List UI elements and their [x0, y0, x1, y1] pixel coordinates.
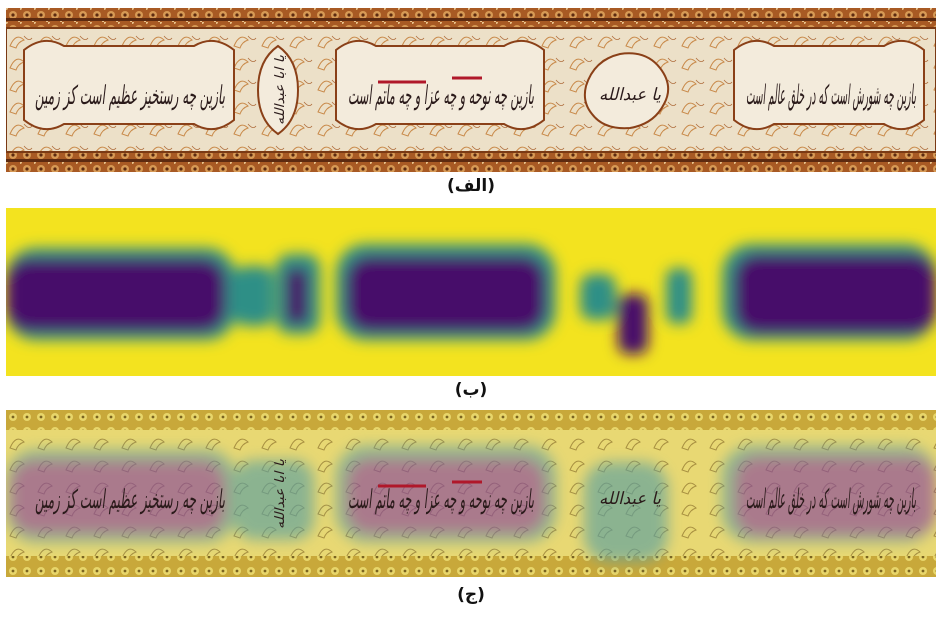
panel-original-banner: بازین چه شورش است که در خلق عالم است یا …	[6, 8, 936, 172]
cartouche-right: بازین چه شورش است که در خلق عالم است	[733, 39, 925, 131]
overlay-medallion-center: یا ابا عبدالله	[273, 459, 288, 529]
banner-text-center: بازین چه نوحه و چه عزا و چه ماتم است	[348, 81, 534, 111]
cartouche-left: بازین چه رستخیز عظیم است کز زمین	[23, 39, 235, 131]
overlay-image: بازین چه شورش است که در خلق عالم است باز…	[6, 410, 936, 577]
caption-c: (ج)	[457, 585, 485, 605]
panel-heatmap	[6, 208, 936, 376]
panel-overlay: بازین چه شورش است که در خلق عالم است باز…	[6, 410, 936, 577]
medallion-right: یا عبدالله	[583, 52, 670, 130]
overlay-text-left: بازین چه رستخیز عظیم است کز زمین	[35, 485, 225, 515]
heatmap-image	[6, 208, 936, 376]
overlay-text-right: بازین چه شورش است که در خلق عالم است	[746, 484, 916, 515]
caption-a: (الف)	[447, 176, 495, 196]
banner-image: بازین چه شورش است که در خلق عالم است یا …	[6, 8, 936, 172]
medallion-text-center: یا ابا عبدالله	[273, 55, 288, 125]
cartouche-center: بازین چه نوحه و چه عزا و چه ماتم است	[335, 39, 545, 131]
caption-b: (ب)	[454, 380, 488, 400]
banner-text-left: بازین چه رستخیز عظیم است کز زمین	[35, 81, 225, 111]
overlay-text-center: بازین چه نوحه و چه عزا و چه ماتم است	[348, 485, 534, 515]
overlay-medallion-right: یا عبدالله	[599, 489, 661, 509]
medallion-center: یا ابا عبدالله	[256, 44, 300, 136]
banner-text-right: بازین چه شورش است که در خلق عالم است	[746, 80, 916, 111]
medallion-text-right: یا عبدالله	[599, 85, 661, 105]
